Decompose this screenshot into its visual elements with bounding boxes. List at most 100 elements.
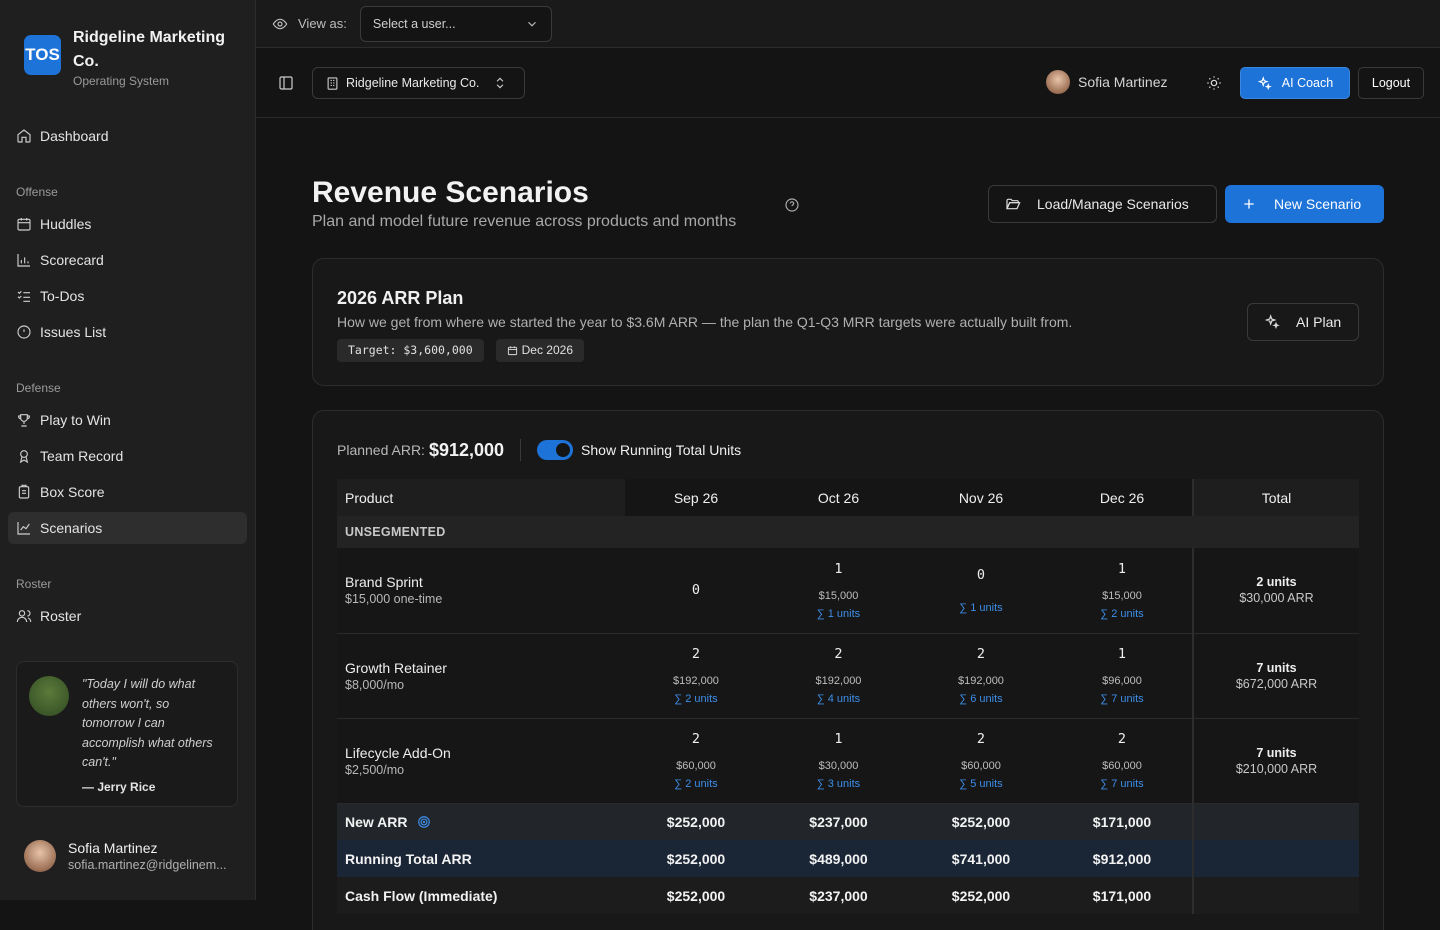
plan-card: 2026 ARR Plan How we get from where we s… bbox=[312, 258, 1384, 386]
summary-total bbox=[1192, 803, 1359, 840]
user-profile[interactable]: Sofia Martinez sofia.martinez@ridgelinem… bbox=[24, 840, 227, 872]
month-cell[interactable]: 1 $15,000 ∑ 2 units bbox=[1052, 548, 1193, 634]
summary-value: $252,000 bbox=[666, 813, 726, 830]
sidebar-item-todos[interactable]: To-Dos bbox=[8, 280, 247, 312]
sidebar-item-scenarios[interactable]: Scenarios bbox=[8, 512, 247, 544]
clipboard-icon bbox=[18, 484, 30, 499]
running-units: ∑ 1 units bbox=[959, 601, 1003, 614]
bar-chart-icon bbox=[17, 254, 30, 267]
column-header: Dec 26 bbox=[1052, 479, 1193, 516]
org-switcher-label: Ridgeline Marketing Co. bbox=[346, 76, 480, 90]
sidebar-item-box-score[interactable]: Box Score bbox=[8, 476, 247, 508]
running-total-row: Running Total ARR $252,000 $489,000 $741… bbox=[337, 840, 1359, 877]
unit-count[interactable]: 1 bbox=[834, 560, 843, 577]
load-scenarios-button[interactable]: Load/Manage Scenarios bbox=[988, 185, 1217, 223]
unit-count[interactable]: 2 bbox=[976, 731, 986, 747]
month-amount: $60,000 bbox=[1102, 760, 1142, 772]
view-as-select[interactable]: Select a user... bbox=[359, 5, 552, 42]
month-cell[interactable]: 0 ∑ 1 units bbox=[910, 548, 1052, 634]
month-amount: $60,000 bbox=[961, 760, 1001, 772]
toggle-knob bbox=[556, 443, 571, 457]
month-cell[interactable]: 2 $192,000 ∑ 4 units bbox=[767, 633, 910, 719]
running-units: ∑ 5 units bbox=[959, 778, 1003, 790]
summary-value: $252,000 bbox=[951, 887, 1011, 904]
divider bbox=[520, 439, 522, 461]
sidebar-item-huddles[interactable]: Huddles bbox=[8, 208, 247, 240]
unit-count[interactable]: 2 bbox=[691, 646, 701, 662]
month-cell[interactable]: 2 $60,000 ∑ 2 units bbox=[625, 718, 767, 804]
unit-count[interactable]: 2 bbox=[691, 731, 701, 747]
product-row: Lifecycle Add-On $2,500/mo 2 $60,000 ∑ 2 uni… bbox=[337, 718, 1359, 804]
product-price: $8,000/mo bbox=[345, 677, 405, 692]
unit-count[interactable]: 2 bbox=[834, 646, 843, 662]
line-chart-icon bbox=[17, 522, 30, 535]
target-icon bbox=[418, 815, 431, 828]
column-header: Oct 26 bbox=[767, 479, 910, 516]
page-subtitle: Plan and model future revenue across pro… bbox=[312, 213, 737, 230]
sidebar-item-team-record[interactable]: Team Record bbox=[8, 440, 247, 472]
sidebar-toggle-button[interactable] bbox=[276, 73, 296, 93]
month-cell[interactable]: 1 $15,000 ∑ 1 units bbox=[767, 548, 910, 634]
month-cell[interactable]: 2 $60,000 ∑ 7 units bbox=[1052, 718, 1193, 804]
planned-arr-value: $912,000 bbox=[428, 439, 505, 460]
org-switcher[interactable]: Ridgeline Marketing Co. bbox=[312, 67, 525, 99]
cash-flow-row: Cash Flow (Immediate) $252,000 $237,000 … bbox=[337, 877, 1359, 914]
total-units: 7 units bbox=[1256, 745, 1297, 760]
sidebar-item-roster[interactable]: Roster bbox=[8, 600, 247, 632]
sidebar-item-scorecard[interactable]: Scorecard bbox=[8, 244, 247, 276]
column-header: Total bbox=[1192, 479, 1359, 516]
summary-label: Cash Flow (Immediate) bbox=[345, 887, 498, 904]
unit-count[interactable]: 1 bbox=[1117, 646, 1127, 662]
sidebar-item-issues[interactable]: Issues List bbox=[8, 316, 247, 348]
month-amount: $15,000 bbox=[818, 589, 859, 602]
unit-count[interactable]: 1 bbox=[834, 731, 843, 747]
month-cell[interactable]: 2 $192,000 ∑ 6 units bbox=[910, 633, 1052, 719]
segment-label: UNSEGMENTED bbox=[337, 516, 1359, 548]
sidebar-item-dashboard[interactable]: Dashboard bbox=[8, 120, 247, 152]
unit-count[interactable]: 2 bbox=[976, 646, 986, 662]
summary-value: $237,000 bbox=[809, 813, 868, 830]
running-units: ∑ 6 units bbox=[959, 693, 1003, 705]
unit-count[interactable]: 0 bbox=[691, 582, 701, 599]
month-cell[interactable]: 0 bbox=[625, 548, 767, 634]
product-price: $15,000 one-time bbox=[345, 592, 443, 607]
month-cell[interactable]: 1 $96,000 ∑ 7 units bbox=[1052, 633, 1193, 719]
org-name: Ridgeline Marketing Co. bbox=[73, 29, 226, 70]
unit-count[interactable]: 1 bbox=[1117, 560, 1127, 577]
sidebar-item-label: Roster bbox=[40, 608, 82, 624]
month-cell[interactable]: 2 $192,000 ∑ 2 units bbox=[625, 633, 767, 719]
logout-button[interactable]: Logout bbox=[1358, 67, 1424, 99]
product-cell: Brand Sprint $15,000 one-time bbox=[337, 548, 625, 634]
ai-plan-button[interactable]: AI Plan bbox=[1247, 303, 1359, 341]
summary-value: $741,000 bbox=[951, 850, 1011, 867]
checklist-icon bbox=[17, 290, 30, 302]
users-icon bbox=[16, 610, 32, 623]
ai-coach-button[interactable]: AI Coach bbox=[1240, 67, 1350, 99]
unit-count[interactable]: 2 bbox=[1117, 731, 1127, 747]
new-scenario-button[interactable]: New Scenario bbox=[1225, 185, 1384, 223]
sidebar-item-label: Box Score bbox=[40, 484, 105, 500]
help-button[interactable] bbox=[784, 196, 800, 214]
header-user[interactable]: Sofia Martinez bbox=[1046, 70, 1167, 94]
summary-value: $489,000 bbox=[809, 850, 868, 867]
help-circle-icon bbox=[785, 198, 799, 212]
quote-author: — Jerry Rice bbox=[82, 780, 156, 794]
theme-toggle-button[interactable] bbox=[1204, 73, 1224, 93]
month-cell[interactable]: 2 $60,000 ∑ 5 units bbox=[910, 718, 1052, 804]
page-title: Revenue Scenarios bbox=[312, 176, 589, 209]
scenario-table: Product Sep 26 Oct 26 Nov 26 Dec 26 Tota… bbox=[337, 479, 1359, 914]
quote-text: "Today I will do what others won't, so t… bbox=[82, 677, 213, 769]
quote-avatar bbox=[29, 676, 69, 716]
toggle-label: Show Running Total Units bbox=[581, 442, 742, 458]
month-cell[interactable]: 1 $30,000 ∑ 3 units bbox=[767, 718, 910, 804]
eye-icon bbox=[272, 18, 288, 29]
summary-value: $912,000 bbox=[1092, 850, 1152, 867]
sidebar-item-play-to-win[interactable]: Play to Win bbox=[8, 404, 247, 436]
running-units-toggle[interactable] bbox=[537, 440, 574, 460]
summary-value: $252,000 bbox=[666, 850, 726, 867]
summary-value: $237,000 bbox=[809, 887, 868, 904]
group-label-defense: Defense bbox=[16, 381, 61, 395]
view-as-label: View as: bbox=[298, 16, 347, 31]
unit-count[interactable]: 0 bbox=[976, 566, 986, 583]
column-header: Nov 26 bbox=[910, 479, 1052, 516]
